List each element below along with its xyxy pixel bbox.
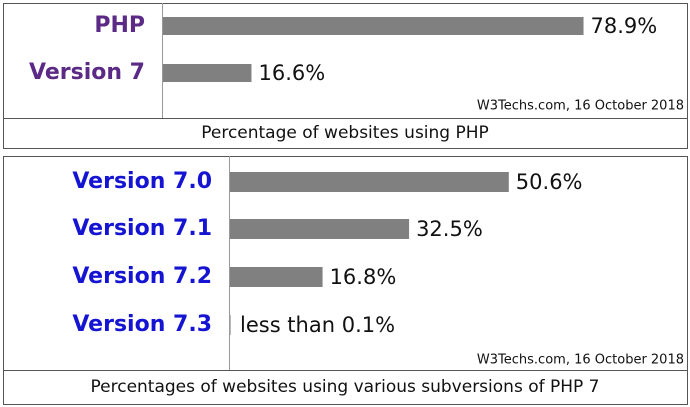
value-label: less than 0.1% [240, 313, 395, 337]
category-label: PHP [94, 13, 145, 38]
bar [230, 267, 323, 287]
chart-frame [3, 3, 688, 149]
value-label: 50.6% [516, 170, 583, 194]
category-label: Version 7.1 [72, 216, 212, 241]
bar [230, 219, 410, 239]
source-note: W3Techs.com, 16 October 2018 [477, 99, 684, 114]
chart-frame [3, 156, 688, 405]
bar [163, 64, 252, 82]
value-label: 32.5% [416, 217, 483, 241]
value-label: 16.8% [330, 265, 397, 289]
value-label: 78.9% [591, 14, 658, 38]
bar [163, 17, 584, 35]
bar [230, 315, 231, 335]
chart-caption: Percentages of websites using various su… [91, 377, 600, 397]
category-label: Version 7 [29, 60, 145, 85]
source-note: W3Techs.com, 16 October 2018 [477, 353, 684, 368]
value-label: 16.6% [258, 61, 325, 85]
category-label: Version 7.3 [72, 312, 212, 337]
category-label: Version 7.0 [72, 169, 212, 194]
chart-caption: Percentage of websites using PHP [201, 123, 489, 143]
bar [230, 172, 509, 192]
category-label: Version 7.2 [72, 264, 212, 289]
